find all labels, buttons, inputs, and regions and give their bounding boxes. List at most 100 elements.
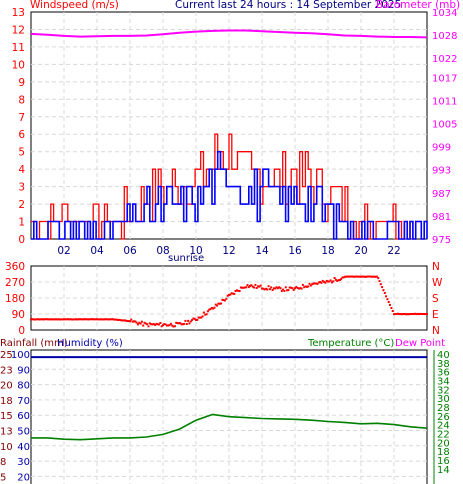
- wind-direction-point: [331, 281, 333, 284]
- wind-direction-point: [60, 318, 63, 321]
- wind-direction-point: [135, 321, 138, 324]
- wind-direction-point: [228, 293, 230, 296]
- wind-direction-point: [208, 308, 211, 311]
- baro-right-tick: 1028: [432, 31, 457, 42]
- wind-direction-point: [420, 313, 423, 315]
- temp-right-tick: 28: [437, 403, 450, 414]
- wind-direction-point: [55, 318, 58, 321]
- wind-x-tick: 20: [354, 245, 367, 257]
- temp-right-tick: 16: [437, 456, 450, 467]
- wind-direction-point: [278, 286, 281, 289]
- wind-direction-point: [422, 313, 424, 315]
- wind-direction-point: [296, 287, 299, 289]
- wind-direction-point: [333, 277, 336, 279]
- wind-direction-point: [304, 285, 307, 288]
- wind-direction-point: [93, 318, 96, 321]
- wind-direction-point: [390, 307, 393, 309]
- wind-direction-point: [205, 313, 208, 316]
- rain-left-tick: 8: [0, 457, 6, 468]
- wind-direction-point: [36, 318, 39, 321]
- wind-direction-point: [74, 318, 77, 321]
- wind-direction-point: [389, 303, 391, 306]
- wind-direction-point: [408, 313, 411, 316]
- wind-direction-point: [387, 301, 390, 303]
- temp-right-tick: 26: [437, 412, 450, 423]
- temp-right-tick: 14: [437, 465, 450, 476]
- wind-direction-point: [357, 275, 360, 278]
- baro-right-tick: 1022: [432, 54, 457, 65]
- wind-direction-point: [282, 288, 285, 291]
- wind-direction-point: [114, 318, 117, 321]
- rain-left-tick: 5: [0, 472, 6, 483]
- wind-x-tick: 04: [90, 245, 104, 257]
- wind-direction-point: [57, 318, 60, 321]
- wind-direction-point: [397, 312, 399, 315]
- wind-direction-point: [325, 279, 328, 282]
- wind-direction-point: [105, 318, 108, 321]
- wind-direction-point: [358, 275, 361, 278]
- baro-right-tick: 1034: [432, 8, 457, 19]
- wind-direction-point: [30, 318, 32, 321]
- wind-direction-point: [275, 286, 278, 289]
- wind-direction-point: [136, 323, 139, 326]
- wind-direction-point: [321, 279, 324, 282]
- wind-left-tick: 5: [18, 147, 25, 159]
- wind-left-tick: 12: [12, 24, 25, 36]
- dir-right-tick: N: [432, 325, 440, 337]
- wind-direction-point: [245, 286, 248, 289]
- wind-direction-point: [265, 287, 267, 290]
- wind-direction-point: [86, 318, 89, 321]
- wind-direction-point: [196, 318, 199, 321]
- wind-direction-point: [336, 279, 339, 282]
- wind-direction-point: [362, 275, 365, 278]
- wind-left-tick: 1: [18, 217, 25, 229]
- wind-direction-point: [255, 287, 258, 289]
- wind-direction-point: [415, 313, 418, 316]
- wind-direction-point: [85, 318, 88, 321]
- wind-direction-point: [263, 288, 266, 291]
- wind-direction-point: [37, 318, 40, 321]
- wind-direction-point: [271, 289, 274, 291]
- wind-left-tick: 4: [18, 164, 25, 176]
- wind-direction-point: [294, 287, 296, 290]
- temp-right-tick: 34: [437, 376, 450, 387]
- wind-direction-point: [140, 320, 143, 323]
- wind-direction-point: [373, 275, 376, 278]
- rain-left-tick: 10: [0, 442, 13, 453]
- wind-direction-point: [173, 325, 176, 328]
- wind-direction-point: [183, 322, 186, 325]
- humidity-left-tick: 30: [17, 457, 30, 468]
- wind-direction-point: [80, 318, 83, 321]
- wind-direction-point: [308, 282, 311, 285]
- wind-direction-point: [288, 286, 291, 289]
- wind-direction-point: [111, 318, 114, 321]
- wind-direction-point: [315, 282, 318, 285]
- wind-direction-point: [232, 292, 234, 295]
- wind-direction-point: [70, 318, 73, 321]
- wind-direction-point: [115, 318, 118, 321]
- wind-direction-point: [184, 319, 187, 322]
- wind-direction-point: [381, 286, 384, 289]
- wind-direction-point: [370, 275, 373, 278]
- wind-direction-point: [103, 318, 106, 321]
- wind-direction-point: [246, 284, 249, 287]
- wind-direction-point: [257, 285, 259, 288]
- wind-direction-point: [146, 323, 149, 326]
- wind-direction-point: [126, 320, 129, 322]
- wind-direction-point: [394, 313, 397, 316]
- wind-direction-point: [224, 299, 226, 302]
- wind-direction-point: [378, 280, 381, 283]
- rainfall-axis-title: Rainfall (mm): [0, 338, 68, 349]
- wind-direction-point: [393, 313, 395, 316]
- wind-direction-point: [319, 281, 322, 283]
- wind-direction-point: [68, 318, 71, 321]
- wind-direction-point: [286, 289, 289, 292]
- wind-direction-point: [106, 318, 109, 321]
- wind-direction-point: [127, 320, 130, 323]
- wind-direction-point: [212, 307, 215, 310]
- wind-direction-point: [242, 286, 245, 289]
- wind-direction-point: [49, 318, 52, 321]
- wind-direction-point: [40, 318, 43, 321]
- wind-direction-point: [94, 318, 97, 321]
- wind-direction-point: [426, 313, 428, 316]
